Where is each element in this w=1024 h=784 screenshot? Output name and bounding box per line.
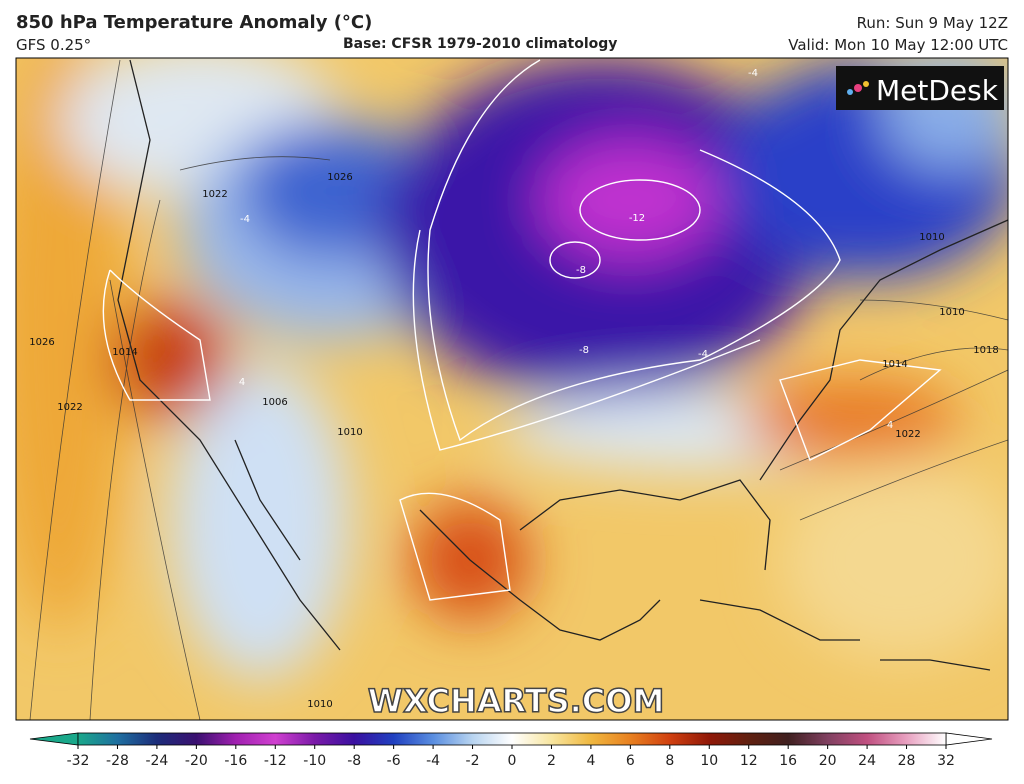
colorbar-tick-label: 24 bbox=[858, 753, 876, 769]
contour-label: 1022 bbox=[57, 402, 82, 413]
colorbar-tick-label: 4 bbox=[586, 753, 595, 769]
contour-label: 1022 bbox=[202, 189, 227, 200]
contour-label: 1006 bbox=[262, 397, 287, 408]
contour-label: 1022 bbox=[895, 429, 920, 440]
contour-label: 4 bbox=[239, 377, 245, 388]
contour-label: 1010 bbox=[919, 232, 944, 243]
watermark: WXCHARTS.COM bbox=[368, 682, 665, 720]
coastlines bbox=[117, 59, 1008, 671]
anomaly-field: 1022 1026 -4 -4 -12 -8 -8 -4 1010 1014 1018 1022 102… bbox=[16, 58, 1008, 720]
colorbar-tick-label: 28 bbox=[898, 753, 916, 769]
logo: MetDesk bbox=[876, 74, 999, 107]
contour-label: 1014 bbox=[112, 347, 137, 358]
logo-icon bbox=[847, 81, 869, 95]
colorbar-tick-label: 20 bbox=[819, 753, 837, 769]
contour-label: 4 bbox=[887, 420, 893, 431]
title: 850 hPa Temperature Anomaly (°C) bbox=[16, 12, 373, 33]
colorbar-tick-label: -24 bbox=[145, 753, 168, 769]
colorbar-tick-label: -20 bbox=[185, 753, 208, 769]
isobars bbox=[29, 59, 1008, 720]
colorbar-tick-label: -32 bbox=[67, 753, 90, 769]
contour-labels: 1022 1026 -4 -4 -12 -8 -8 -4 1010 1014 1018 1022 102… bbox=[29, 68, 998, 710]
logo-box bbox=[836, 66, 1004, 110]
valid: Valid: Mon 10 May 12:00 UTC bbox=[788, 36, 1008, 54]
map-frame bbox=[15, 57, 1009, 721]
colorbar-tick-label: 0 bbox=[508, 753, 517, 769]
contour-label: 1018 bbox=[973, 345, 998, 356]
colorbar-high-end bbox=[945, 732, 993, 746]
colorbar-tick-label: 12 bbox=[740, 753, 758, 769]
colorbar-tick-label: -6 bbox=[387, 753, 401, 769]
colorbar-low-end bbox=[29, 732, 79, 746]
colorbar-tick-label: -8 bbox=[347, 753, 361, 769]
colorbar: -32 -28 -24 -20 -16 -12 -10 -8 -6 -4 -2 0 2 4 6 8 10 12 16… bbox=[29, 732, 993, 769]
contour-label: -4 bbox=[698, 349, 708, 360]
contour-label: 1010 bbox=[307, 699, 332, 710]
contour-label: -4 bbox=[748, 68, 758, 79]
contour-label: -4 bbox=[240, 214, 250, 225]
colorbar-tick-label: -2 bbox=[466, 753, 480, 769]
colorbar-tick-label: 2 bbox=[547, 753, 556, 769]
colorbar-tick-label: -16 bbox=[224, 753, 247, 769]
contour-label: -8 bbox=[576, 265, 586, 276]
colorbar-tick-label: 8 bbox=[665, 753, 674, 769]
contour-label: 1026 bbox=[29, 337, 54, 348]
model: GFS 0.25° bbox=[16, 36, 92, 54]
colorbar-scale bbox=[77, 732, 947, 746]
colorbar-tick-label: -10 bbox=[303, 753, 326, 769]
anomaly-contours bbox=[102, 59, 942, 601]
colorbar-tick-label: 10 bbox=[700, 753, 718, 769]
contour-label: 1026 bbox=[327, 172, 352, 183]
colorbar-tick-label: 6 bbox=[626, 753, 635, 769]
colorbar-tick-label: -28 bbox=[106, 753, 129, 769]
colorbar-tick-label: -12 bbox=[264, 753, 287, 769]
contour-label: -12 bbox=[629, 213, 645, 224]
colorbar-tick-label: 32 bbox=[937, 753, 955, 769]
contour-label: 1014 bbox=[882, 359, 907, 370]
colorbar-tick-label: -4 bbox=[426, 753, 440, 769]
contour-label: 1010 bbox=[939, 307, 964, 318]
contour-label: -8 bbox=[579, 345, 589, 356]
contour-label: 1010 bbox=[337, 427, 362, 438]
base: Base: CFSR 1979-2010 climatology bbox=[343, 36, 618, 52]
colorbar-tick-label: 16 bbox=[779, 753, 797, 769]
run: Run: Sun 9 May 12Z bbox=[856, 14, 1008, 32]
